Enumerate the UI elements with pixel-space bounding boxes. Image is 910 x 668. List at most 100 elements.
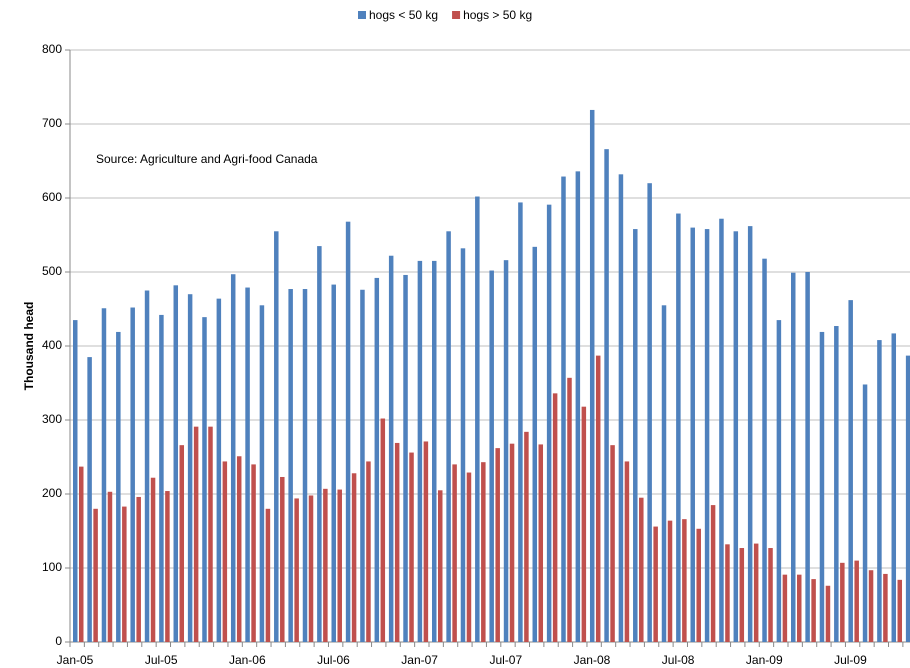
legend-swatch: [358, 11, 366, 19]
bar: [280, 476, 285, 642]
x-tick-label: Jan-07: [401, 653, 438, 667]
bar: [661, 305, 667, 642]
bar: [552, 393, 558, 642]
bar: [216, 298, 222, 642]
bar: [667, 520, 673, 642]
legend-swatch: [452, 11, 461, 19]
bar: [202, 317, 207, 642]
bar: [546, 204, 552, 642]
legend-label: hogs > 50 kg: [463, 8, 532, 22]
bar: [294, 498, 299, 642]
bar: [475, 196, 480, 642]
bar: [733, 231, 739, 643]
bar: [374, 277, 380, 642]
bar: [417, 260, 423, 642]
bar: [446, 231, 451, 643]
legend-label: hogs < 50 kg: [369, 8, 438, 22]
bar: [259, 305, 265, 642]
bar: [173, 285, 179, 642]
bar: [768, 548, 773, 642]
bar: [317, 246, 322, 642]
bar: [308, 495, 314, 642]
bar: [288, 289, 293, 642]
bar: [251, 464, 256, 642]
bar: [93, 508, 98, 642]
bar: [897, 579, 903, 642]
bar: [302, 289, 308, 642]
bar: [676, 213, 681, 643]
y-tick-label: 0: [55, 634, 62, 648]
bar: [144, 290, 150, 642]
bar: [236, 456, 242, 642]
bar: [848, 300, 853, 642]
bar: [753, 543, 759, 642]
y-axis-label: Thousand head: [22, 302, 36, 391]
bar: [532, 246, 538, 642]
y-tick-label: 800: [42, 42, 62, 56]
bar: [538, 444, 544, 642]
bar: [877, 340, 882, 642]
bar: [366, 461, 371, 642]
bar: [719, 218, 724, 642]
bar: [825, 585, 831, 642]
y-tick-label: 700: [42, 116, 62, 130]
bar: [130, 307, 135, 642]
bar: [618, 174, 624, 642]
bar: [776, 320, 782, 642]
bar: [883, 573, 888, 642]
bar: [567, 377, 572, 642]
y-tick-label: 600: [42, 190, 62, 204]
bar: [647, 183, 652, 642]
bar: [834, 326, 839, 642]
x-tick-label: Jan-08: [574, 653, 611, 667]
bar: [690, 227, 695, 642]
bar: [610, 445, 615, 642]
x-tick-label: Jul-06: [317, 653, 350, 667]
bar: [639, 497, 644, 642]
bar: [862, 384, 868, 642]
bar: [73, 320, 78, 642]
bar: [575, 171, 581, 643]
bar: [868, 570, 874, 642]
bar: [116, 331, 121, 642]
y-tick-label: 200: [42, 486, 62, 500]
bar: [380, 418, 386, 642]
y-tick-label: 400: [42, 338, 62, 352]
bar: [403, 274, 408, 642]
y-tick-label: 500: [42, 264, 62, 278]
bar: [265, 508, 271, 642]
bar: [633, 229, 638, 642]
bar: [136, 496, 141, 642]
x-tick-label: Jan-09: [746, 653, 783, 667]
bar: [854, 560, 859, 642]
bar: [331, 284, 336, 642]
bar: [101, 308, 107, 642]
bar: [388, 255, 394, 642]
bar: [840, 562, 845, 642]
bar: [452, 464, 457, 642]
bar: [581, 406, 587, 642]
bar: [503, 260, 509, 642]
bar: [165, 491, 170, 642]
bar: [179, 445, 185, 642]
bar: [589, 109, 595, 642]
x-tick-label: Jan-05: [57, 653, 94, 667]
bar: [762, 258, 767, 642]
bar: [107, 491, 113, 642]
bar: [518, 202, 523, 642]
bar: [710, 505, 716, 642]
bar: [791, 272, 796, 642]
x-tick-label: Jul-09: [834, 653, 867, 667]
annotation: Source: Agriculture and Agri-food Canada: [96, 152, 318, 166]
bar: [509, 443, 515, 642]
x-tick-label: Jul-07: [489, 653, 522, 667]
bar: [274, 231, 279, 643]
y-tick-label: 300: [42, 412, 62, 426]
bar: [797, 574, 802, 642]
bar: [187, 294, 193, 642]
bar: [782, 574, 788, 642]
bar: [351, 473, 357, 642]
bar: [696, 528, 701, 642]
bar: [481, 462, 486, 642]
x-tick-label: Jan-06: [229, 653, 266, 667]
